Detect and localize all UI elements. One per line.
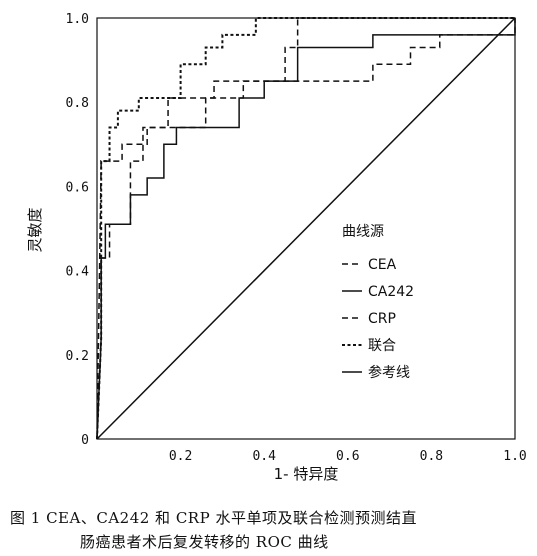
roc-chart: 0.2 0.4 0.6 0.8 1.0 0 0.2 0.4 0.6 0.8 1.0 1- 特异度 灵…	[26, 12, 527, 483]
x-tick-label: 0.2	[169, 449, 192, 464]
legend-label-4: 参考线	[368, 364, 410, 381]
legend-label-2: CRP	[368, 311, 396, 327]
series-line-2	[96, 18, 516, 440]
y-tick-label: 1.0	[66, 12, 89, 27]
x-tick-label: 0.8	[420, 449, 443, 464]
caption-line-1: 图 1 CEA、CA242 和 CRP 水平单项及联合检测预测结直	[10, 509, 417, 527]
legend-label-0: CEA	[368, 257, 397, 273]
series-line-4	[96, 17, 516, 440]
legend-title: 曲线源	[342, 224, 384, 240]
y-tick-label: 0.6	[66, 180, 89, 195]
x-axis-title: 1- 特异度	[274, 465, 339, 483]
y-tick-label: 0.2	[66, 349, 89, 364]
y-tick-label: 0.8	[66, 96, 89, 111]
x-tick-label: 0.4	[252, 449, 276, 464]
y-tick-label: 0	[81, 433, 89, 448]
legend-label-1: CA242	[368, 284, 414, 300]
legend-label-3: 联合	[368, 338, 396, 354]
x-tick-label: 0.6	[336, 449, 359, 464]
caption-line-2: 肠癌患者术后复发转移的 ROC 曲线	[80, 533, 329, 551]
series-line-1	[96, 18, 516, 440]
y-tick-label: 0.4	[66, 265, 90, 280]
figure-caption: 图 1 CEA、CA242 和 CRP 水平单项及联合检测预测结直 肠癌患者术后…	[10, 506, 530, 554]
tick-layer: 0.2 0.4 0.6 0.8 1.0 0 0.2 0.4 0.6 0.8 1.0	[66, 12, 527, 464]
series-layer	[96, 17, 516, 440]
x-tick-label: 1.0	[503, 449, 526, 464]
y-axis-title: 灵敏度	[26, 207, 44, 252]
